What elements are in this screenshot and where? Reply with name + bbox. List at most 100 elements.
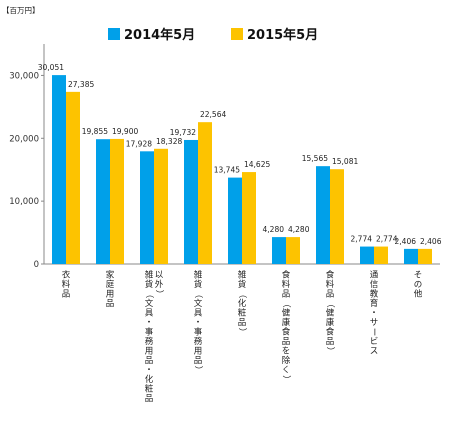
category-label-char: （ bbox=[325, 299, 336, 308]
legend-label-1: 2014年5月 bbox=[124, 27, 195, 43]
category-label-char: ・ bbox=[145, 366, 154, 376]
data-label: 15,081 bbox=[332, 157, 358, 166]
data-labels: 30,051 27,385 19,855 19,900 17,928 18,32819,7… bbox=[38, 63, 442, 246]
data-label: 19,900 bbox=[112, 127, 138, 136]
legend-label-2: 2015年5月 bbox=[247, 27, 318, 43]
data-label: 19,855 bbox=[82, 127, 108, 136]
category-label-char: 康 bbox=[326, 317, 335, 328]
bar-2 bbox=[198, 122, 212, 264]
category-label-char: 育 bbox=[370, 298, 379, 309]
bar-1 bbox=[272, 237, 286, 264]
category-labels: 衣料品家庭用品雑貨（文具・事務用品・化粧品以外）雑貨（文具・事務用品）雑貨（化粧… bbox=[62, 270, 423, 405]
bar-2 bbox=[330, 169, 344, 264]
category-label-char: 料 bbox=[62, 279, 71, 290]
category-label-char: ・ bbox=[145, 318, 154, 328]
category-label-char: 品 bbox=[282, 337, 291, 347]
data-label: 4,280 bbox=[288, 225, 310, 234]
category-label-char: 品 bbox=[194, 356, 203, 366]
bar-2 bbox=[154, 148, 168, 264]
category-label-char: ー bbox=[369, 328, 379, 337]
category-label-char: ビ bbox=[370, 337, 379, 347]
category-label-char: 事 bbox=[145, 327, 154, 338]
category-label-char: （ bbox=[144, 290, 155, 299]
category-label-char: 食 bbox=[326, 327, 335, 338]
data-label: 13,745 bbox=[214, 166, 240, 175]
category-label-char: 衣 bbox=[62, 270, 71, 281]
category-label-char: 用 bbox=[194, 347, 203, 357]
data-label: 30,051 bbox=[38, 63, 64, 72]
category-label-char: 雑 bbox=[194, 270, 203, 281]
category-label-char: 貨 bbox=[145, 279, 154, 290]
category-label-char: 粧 bbox=[238, 308, 247, 319]
bar-1 bbox=[404, 248, 418, 264]
bar-1 bbox=[228, 177, 242, 264]
category-label-char: 品 bbox=[62, 290, 71, 300]
category-label-char: ） bbox=[325, 347, 336, 356]
bar-1 bbox=[184, 139, 198, 264]
unit-label: 【百万円】 bbox=[2, 6, 40, 15]
category-label-char: サ bbox=[370, 318, 379, 328]
bar-2 bbox=[242, 172, 256, 264]
legend-swatch-1 bbox=[108, 28, 120, 40]
category-label-char: 事 bbox=[194, 327, 203, 338]
category-label-char: 具 bbox=[194, 309, 203, 319]
category-label-char: 除 bbox=[282, 355, 291, 366]
category-label-char: 健 bbox=[282, 308, 291, 319]
category-label-char: 文 bbox=[145, 298, 154, 309]
bar-1 bbox=[316, 166, 330, 264]
data-label: 2,774 bbox=[351, 235, 373, 244]
category-label-char: 健 bbox=[326, 308, 335, 319]
category-label-char: 用 bbox=[145, 347, 154, 357]
y-tick-label: 30,000 bbox=[9, 71, 39, 81]
data-label: 15,565 bbox=[302, 154, 328, 163]
category-label-char: 貨 bbox=[238, 279, 247, 290]
category-label-char: 食 bbox=[326, 270, 335, 281]
category-label-char: 品 bbox=[326, 337, 335, 347]
category-label-char: （ bbox=[237, 290, 248, 299]
category-label-char: ） bbox=[154, 290, 165, 299]
bar-2 bbox=[110, 138, 124, 264]
category-label-char: ・ bbox=[370, 309, 379, 319]
category-label-char: 家 bbox=[106, 270, 115, 281]
category-label-char: を bbox=[282, 347, 291, 357]
bar-2 bbox=[66, 91, 80, 264]
data-label: 19,732 bbox=[170, 128, 196, 137]
data-label: 2,406 bbox=[395, 237, 417, 246]
category-label-char: 教 bbox=[370, 289, 379, 300]
data-label: 27,385 bbox=[68, 80, 94, 89]
category-label-char: ス bbox=[370, 347, 379, 357]
category-label-char: 務 bbox=[145, 336, 154, 347]
data-label: 14,625 bbox=[244, 160, 270, 169]
category-label-char: 品 bbox=[238, 318, 247, 328]
data-label: 2,774 bbox=[376, 235, 398, 244]
category-label-char: 品 bbox=[282, 290, 291, 300]
data-label: 4,280 bbox=[263, 225, 285, 234]
bar-1 bbox=[96, 139, 110, 264]
y-tick-label: 10,000 bbox=[9, 197, 39, 207]
category-label-char: 用 bbox=[106, 290, 115, 300]
category-label-char: ・ bbox=[194, 318, 203, 328]
category-label-char: 具 bbox=[145, 309, 154, 319]
category-label-char: 品 bbox=[326, 290, 335, 300]
category-label-char: 食 bbox=[282, 327, 291, 338]
bar-2 bbox=[418, 248, 432, 264]
category-label-char: 雑 bbox=[145, 270, 154, 281]
y-tick-label: 0 bbox=[34, 260, 39, 270]
category-label-char: 康 bbox=[282, 317, 291, 328]
category-label-char: 外 bbox=[155, 279, 164, 290]
category-label-char: 品 bbox=[106, 299, 115, 309]
category-label-char: （ bbox=[193, 290, 204, 299]
data-label: 17,928 bbox=[126, 139, 152, 148]
category-label-char: 品 bbox=[145, 356, 154, 366]
category-label-char: 他 bbox=[414, 289, 423, 300]
data-label: 18,328 bbox=[156, 137, 182, 146]
category-label-char: 食 bbox=[282, 270, 291, 281]
category-label-char: 務 bbox=[194, 336, 203, 347]
data-label: 2,406 bbox=[420, 237, 442, 246]
legend: 2014年5月 2015年5月 bbox=[108, 27, 318, 43]
category-label-char: ） bbox=[193, 366, 204, 375]
category-label-char: 料 bbox=[282, 279, 291, 290]
bar-1 bbox=[140, 151, 154, 264]
